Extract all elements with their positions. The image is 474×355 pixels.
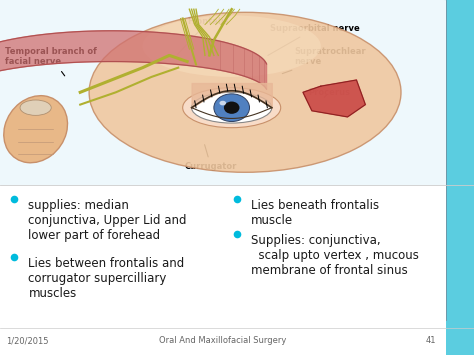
Text: Supplies: conjunctiva,: Supplies: conjunctiva, — [251, 234, 381, 247]
Polygon shape — [0, 31, 266, 89]
Ellipse shape — [191, 92, 272, 123]
Text: lower part of forehead: lower part of forehead — [28, 229, 161, 242]
Text: Procerus: Procerus — [308, 88, 350, 97]
Text: corrugator supercilliary: corrugator supercilliary — [28, 272, 167, 285]
Polygon shape — [303, 80, 365, 117]
Ellipse shape — [143, 15, 321, 77]
Bar — [446, 0, 474, 355]
Text: muscles: muscles — [28, 287, 77, 300]
Text: Lies between frontalis and: Lies between frontalis and — [28, 257, 185, 271]
Text: Currugator: Currugator — [185, 145, 237, 171]
Ellipse shape — [182, 88, 281, 128]
Ellipse shape — [224, 102, 239, 114]
Text: Supraorbital nerve: Supraorbital nerve — [268, 24, 360, 55]
Ellipse shape — [214, 94, 249, 121]
Text: membrane of frontal sinus: membrane of frontal sinus — [251, 264, 408, 277]
Text: 1/20/2015: 1/20/2015 — [6, 336, 48, 345]
Text: 41: 41 — [426, 336, 436, 345]
Ellipse shape — [219, 101, 226, 105]
Ellipse shape — [20, 100, 51, 115]
Ellipse shape — [89, 12, 401, 172]
Text: Lies beneath frontalis: Lies beneath frontalis — [251, 199, 379, 212]
Text: Frontalis: Frontalis — [177, 17, 229, 55]
Text: supplies: median: supplies: median — [28, 199, 129, 212]
Text: Temporal branch of
facial nerve: Temporal branch of facial nerve — [5, 47, 97, 76]
Ellipse shape — [4, 96, 67, 163]
Text: Supratrochlear
nerve: Supratrochlear nerve — [283, 47, 365, 73]
Text: scalp upto vertex , mucous: scalp upto vertex , mucous — [251, 249, 419, 262]
Text: Oral And Maxillofacial Surgery: Oral And Maxillofacial Surgery — [159, 336, 286, 345]
Text: muscle: muscle — [251, 214, 293, 227]
Text: conjunctiva, Upper Lid and: conjunctiva, Upper Lid and — [28, 214, 187, 227]
Bar — [0, 0, 446, 185]
